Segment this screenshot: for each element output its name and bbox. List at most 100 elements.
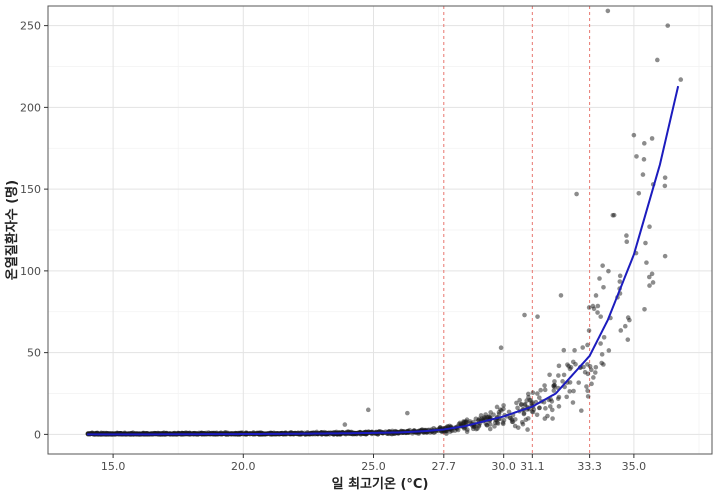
scatter-point [665, 23, 671, 28]
scatter-point [570, 400, 576, 405]
scatter-point [606, 348, 612, 353]
scatter-point [574, 191, 579, 197]
reference-lines [443, 6, 591, 454]
scatter-point [585, 362, 590, 367]
scatter-point [641, 141, 647, 146]
scatter-point [590, 303, 596, 309]
scatter-point [624, 233, 629, 238]
scatter-point [585, 342, 590, 348]
scatter-point [470, 426, 476, 432]
fit-curve-group [87, 85, 680, 436]
scatter-point [461, 419, 466, 424]
scatter-point [642, 306, 647, 312]
scatter-point [591, 375, 596, 380]
panel-border [47, 5, 713, 455]
scatter-point [576, 380, 581, 385]
scatter-point [601, 284, 606, 290]
scatter-point [537, 405, 542, 411]
scatter-point [601, 335, 607, 340]
y-axis-title: 온열질환자수 (명) [4, 180, 20, 280]
x-axis-title: 일 최고기온 (°C) [332, 477, 429, 492]
scatter-point [508, 416, 514, 421]
y-tick-label: 0 [34, 428, 41, 441]
scatter-point [584, 384, 589, 389]
scatter-point [625, 337, 631, 342]
scatter-point [506, 409, 512, 415]
scatter-point [649, 136, 655, 141]
scatter-point [622, 323, 628, 329]
scatter-point [522, 312, 527, 318]
scatter-point [484, 422, 490, 428]
scatter-point [662, 253, 668, 259]
scatter-point [589, 381, 594, 387]
scatter-point [530, 390, 536, 396]
x-tick-label: 15.0 [101, 460, 126, 473]
scatter-point [512, 423, 518, 429]
scatter-point [636, 190, 642, 196]
scatter-point [641, 157, 647, 162]
scatter-point [644, 260, 649, 265]
scatter-point [550, 416, 555, 421]
scatter-point [556, 394, 562, 400]
x-tick-label: 20.0 [231, 460, 256, 473]
scatter-point [534, 412, 540, 418]
scatter-point [556, 363, 562, 369]
scatter-point [501, 406, 506, 412]
scatter-point [560, 379, 565, 384]
scatter-point [342, 422, 348, 427]
scatter-point [405, 410, 410, 416]
scatter-point [647, 283, 652, 288]
scatter-point [565, 362, 570, 367]
scatter-point [588, 367, 594, 373]
scatter-point [552, 382, 557, 388]
scatter-point [567, 389, 572, 394]
scatter-point [551, 388, 557, 393]
y-tick-label: 50 [27, 347, 41, 360]
scatter-point [618, 328, 624, 333]
scatter-point [538, 387, 543, 393]
scatter-point [525, 427, 530, 432]
scatter-point [605, 8, 611, 14]
scatter-point [595, 310, 600, 315]
scatter-point [518, 402, 524, 408]
scatter-point [535, 391, 540, 396]
scatter-point [558, 293, 564, 298]
scatter-point [650, 280, 656, 285]
scatter-point [535, 314, 540, 319]
scatter-point [365, 407, 371, 413]
scatter-point [549, 407, 555, 413]
scatter-point [477, 416, 482, 422]
x-tick-label: 33.3 [577, 460, 602, 473]
scatter-point [542, 383, 547, 388]
scatter-point [496, 411, 502, 417]
scatter-point [571, 388, 576, 394]
scatter-point [542, 387, 548, 393]
x-tick-label: 25.0 [361, 460, 386, 473]
scatter-point [514, 400, 519, 406]
scatter-point [552, 379, 557, 384]
scatter-point [646, 274, 652, 280]
scatter-point [597, 276, 602, 281]
x-tick-label: 27.7 [432, 460, 457, 473]
scatter-point [624, 239, 630, 245]
scatter-point [593, 365, 599, 370]
y-tick-label: 250 [20, 20, 41, 33]
y-tick-label: 200 [20, 101, 41, 114]
x-tick-label: 35.0 [622, 460, 647, 473]
scatter-point [582, 369, 588, 375]
scatter-point [595, 303, 601, 309]
scatter-point [598, 314, 604, 319]
scatter-point [586, 328, 592, 333]
scatter-point [606, 268, 611, 274]
scatter-point [662, 183, 668, 189]
scatter-point [598, 341, 603, 346]
scatter-point [580, 345, 586, 350]
scatter-point [662, 175, 668, 180]
scatter-point [585, 388, 590, 394]
scatter-point [600, 263, 605, 268]
scatter-point [547, 372, 552, 378]
scatter-point [579, 408, 584, 413]
scatter-point [617, 273, 623, 279]
scatter-point [568, 365, 574, 370]
x-axis-ticks: 15.0 20.0 25.0 27.7 30.0 31.1 33.3 35.0 [101, 454, 646, 473]
